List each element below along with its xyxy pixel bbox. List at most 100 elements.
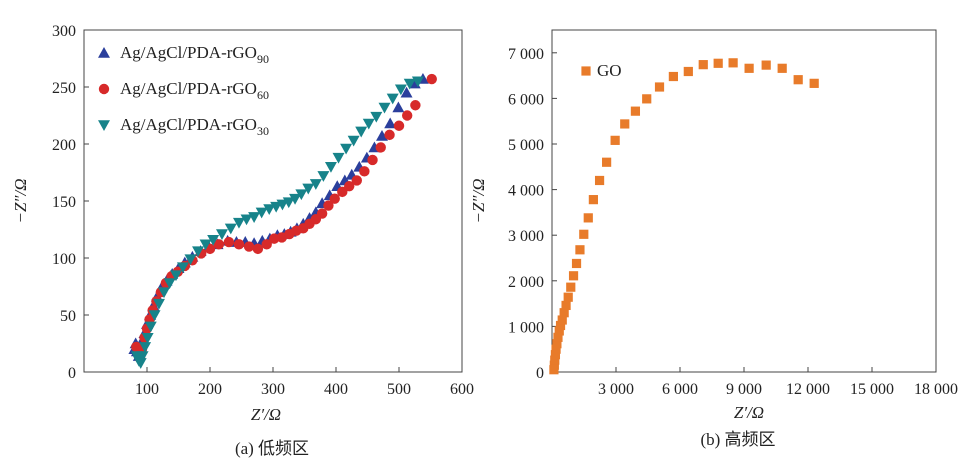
data-point — [362, 118, 375, 130]
data-point — [337, 186, 348, 198]
y-tick-label: 2 000 — [508, 274, 544, 291]
data-point — [793, 75, 803, 85]
y-tick-label: 100 — [52, 251, 76, 268]
data-point — [575, 245, 585, 255]
data-point — [213, 239, 225, 250]
data-point — [559, 308, 569, 318]
data-point — [367, 154, 378, 166]
data-point — [550, 355, 560, 365]
data-point — [563, 292, 573, 302]
data-point — [579, 229, 589, 239]
data-point — [139, 342, 152, 353]
data-point — [240, 214, 253, 226]
data-point — [668, 71, 678, 82]
data-point — [777, 63, 787, 73]
panel-a-x-axis-label: Z′/Ω — [251, 405, 281, 424]
x-tick-label: 6 000 — [662, 381, 698, 398]
data-point — [317, 171, 330, 182]
data-point — [316, 208, 328, 219]
legend-marker — [98, 47, 110, 58]
data-point — [426, 73, 437, 85]
data-point — [654, 82, 665, 92]
panel-b-legend: GO — [581, 61, 622, 80]
legend-marker — [581, 66, 591, 76]
y-tick-label: 150 — [52, 194, 76, 211]
data-point — [602, 157, 612, 167]
data-point — [347, 135, 360, 147]
data-point — [571, 258, 582, 269]
x-tick-label: 3 000 — [598, 381, 634, 398]
data-point — [401, 110, 413, 121]
data-point — [610, 135, 620, 145]
y-tick-label: 7 000 — [508, 46, 544, 63]
x-tick-label: 600 — [450, 381, 474, 398]
x-tick-label: 300 — [261, 381, 285, 398]
y-tick-label: 300 — [52, 23, 76, 40]
y-tick-label: 200 — [52, 137, 76, 154]
panel-b-high-frequency: 3 000 6 000 9 000 12 000 15 000 18 000 0 1 000 2… — [469, 29, 958, 449]
data-point — [261, 239, 272, 250]
data-point — [215, 229, 228, 241]
data-point — [384, 129, 395, 141]
data-point — [384, 117, 397, 129]
panel-b-y-axis-label: −Z″/Ω — [469, 178, 488, 223]
data-point — [355, 126, 368, 138]
data-point — [359, 166, 370, 177]
data-point — [551, 344, 561, 354]
data-point — [282, 197, 295, 209]
data-point — [134, 358, 147, 369]
data-point — [809, 78, 819, 88]
data-point — [561, 300, 571, 311]
data-point — [176, 262, 189, 274]
data-point — [744, 63, 754, 73]
panel-a-legend: Ag/AgCl/PDA-rGO90 Ag/AgCl/PDA-rGO60 Ag/AgC… — [98, 43, 269, 138]
data-point — [642, 94, 652, 104]
data-point — [136, 351, 149, 363]
data-point — [248, 212, 261, 223]
data-point — [376, 130, 388, 141]
data-point — [323, 200, 334, 211]
data-point — [344, 180, 355, 192]
x-tick-label: 400 — [324, 381, 348, 398]
data-point — [400, 86, 413, 98]
data-point — [683, 66, 693, 77]
data-point — [761, 60, 771, 70]
y-tick-label: 5 000 — [508, 137, 544, 154]
data-point — [713, 58, 723, 68]
data-point — [252, 243, 264, 255]
x-tick-label: 15 000 — [850, 381, 894, 398]
data-point — [207, 234, 220, 246]
data-point — [163, 278, 176, 290]
data-point — [555, 320, 566, 331]
data-point — [588, 195, 598, 205]
data-point — [630, 106, 641, 116]
x-tick-label: 500 — [387, 381, 411, 398]
data-point — [233, 217, 245, 229]
data-point — [378, 102, 391, 114]
data-point — [557, 315, 567, 325]
data-point — [554, 326, 564, 336]
data-point — [403, 78, 416, 90]
data-point — [199, 239, 212, 251]
panel-a-low-frequency: 100 200 300 400 500 600 0 50 100 150 200 250 300 Ag/… — [11, 23, 474, 458]
data-point — [263, 204, 276, 215]
data-point — [233, 239, 245, 250]
data-point — [276, 199, 289, 211]
panel-b-axes: 3 000 6 000 9 000 12 000 15 000 18 000 0 1 000 2… — [508, 46, 958, 398]
data-point — [410, 100, 421, 111]
legend-label: Ag/AgCl/PDA-rGO90 — [120, 43, 269, 66]
data-point — [549, 360, 559, 370]
data-point — [243, 241, 255, 252]
data-point — [393, 120, 405, 131]
y-tick-label: 250 — [52, 80, 76, 97]
data-point — [170, 270, 182, 282]
y-tick-label: 0 — [536, 365, 544, 382]
legend-label: GO — [597, 61, 622, 80]
legend-label: Ag/AgCl/PDA-rGO30 — [120, 115, 269, 138]
data-point — [340, 143, 353, 155]
data-point — [302, 183, 315, 195]
y-tick-label: 3 000 — [508, 228, 544, 245]
x-tick-label: 12 000 — [786, 381, 830, 398]
y-tick-label: 0 — [68, 365, 76, 382]
data-point — [332, 152, 345, 164]
